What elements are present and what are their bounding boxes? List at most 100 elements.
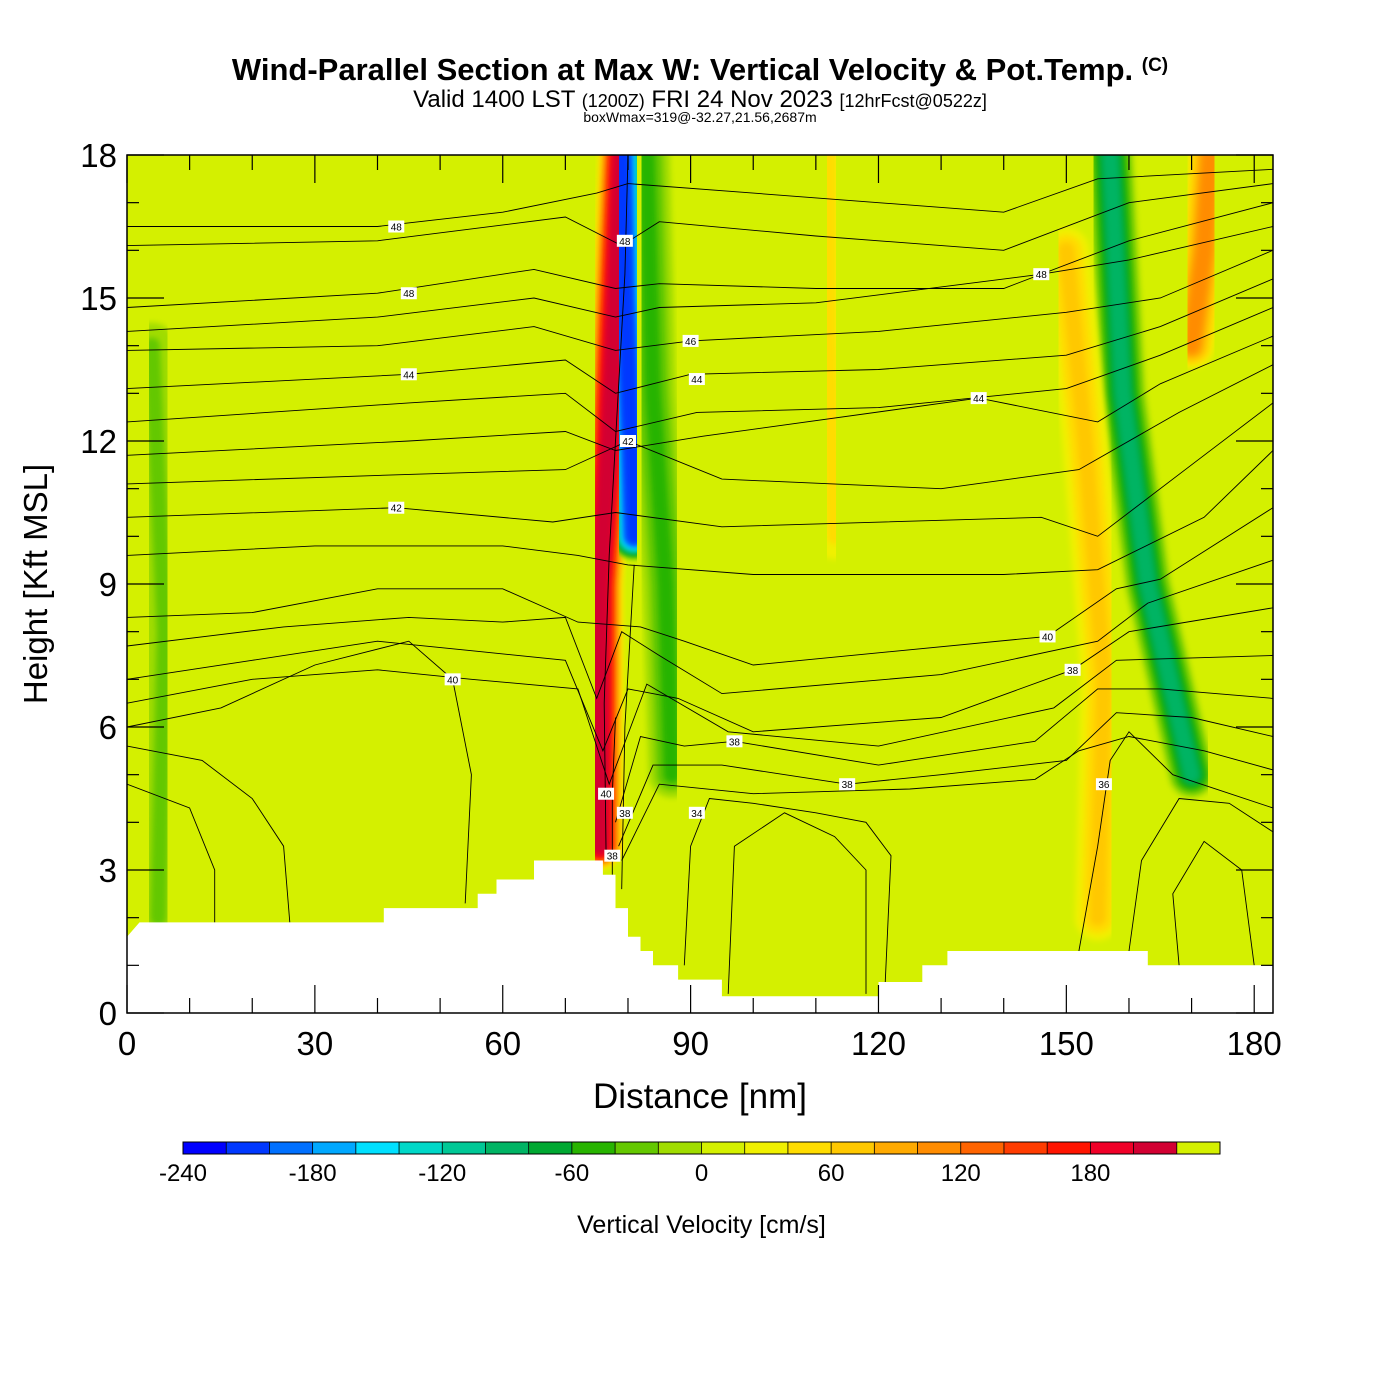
isentrope-label: 44: [973, 394, 985, 405]
isentrope-label: 40: [601, 790, 613, 801]
colorbar-swatch: [1004, 1142, 1048, 1154]
valid-time: Valid 1400 LST (1200Z) FRI 24 Nov 2023 […: [0, 86, 1400, 114]
isentrope-line: [127, 226, 1273, 332]
isentrope-line: [603, 155, 629, 856]
x-tick-label: 0: [118, 1025, 136, 1062]
isentrope-line: [127, 183, 1273, 251]
isentrope-line: [618, 712, 1273, 847]
colorbar-swatch: [571, 1142, 616, 1154]
colorbar-swatch: [658, 1142, 702, 1154]
isentrope-label: 38: [607, 852, 619, 863]
x-tick-label: 90: [672, 1025, 709, 1062]
valid-prefix: Valid 1400 LST: [413, 86, 576, 113]
y-tick-label: 18: [80, 137, 117, 174]
isentrope-label-bg: [400, 368, 417, 381]
isentrope-label: 38: [619, 809, 631, 820]
title-tag: (C): [1141, 55, 1169, 76]
colorbar-swatch: [442, 1142, 486, 1154]
isentrope-label-bg: [839, 778, 856, 791]
isentrope-label-bg: [1039, 630, 1056, 643]
isentrope-line: [127, 307, 1273, 432]
isentrope-label-bg: [1033, 268, 1050, 281]
y-tick-label: 12: [80, 423, 117, 460]
w-band-updraft-top-x172: [1183, 155, 1219, 354]
colorbar-swatch: [399, 1142, 443, 1154]
isentrope-line: [127, 202, 1273, 308]
isentrope-label-bg: [688, 806, 705, 819]
colorbar-tick-label: 120: [941, 1160, 981, 1187]
title-main: Wind-Parallel Section at Max W: Vertical…: [231, 52, 1134, 87]
colorbar-swatch: [1176, 1142, 1221, 1154]
colorbar-swatch: [1133, 1142, 1178, 1154]
isentrope-label-bg: [619, 435, 636, 447]
isentrope-line: [127, 450, 1273, 575]
w-band-downdraft-column-x80: [613, 155, 643, 545]
valid-utc: (1200Z): [581, 91, 645, 111]
chart-title: Wind-Parallel Section at Max W: Vertical…: [0, 52, 1400, 88]
isentrope-line: [127, 783, 216, 923]
isentrope-line: [127, 402, 1273, 537]
colorbar-swatch: [528, 1142, 573, 1154]
colorbar-label: Vertical Velocity [cm/s]: [577, 1211, 826, 1239]
isentrope-label: 42: [622, 437, 634, 448]
colorbar-swatch: [960, 1142, 1005, 1154]
isentrope-line: [127, 335, 1273, 456]
y-tick-label: 3: [99, 852, 117, 889]
colorbar-tick-label: -120: [418, 1160, 466, 1187]
isentrope-label-bg: [1095, 778, 1112, 791]
y-tick-label: 6: [99, 709, 117, 746]
isentrope-label-bg: [616, 806, 633, 819]
isentrope-line: [621, 564, 635, 890]
isentrope-label-bg: [970, 392, 987, 405]
y-tick-label: 9: [99, 566, 117, 603]
colorbar-swatch: [485, 1142, 530, 1154]
isentrope-labels: 48 48 48 48 46 44 44 44 42 42 40 38 38 38 40 38 38 34 36 40: [388, 220, 1112, 863]
isentrope-label-bg: [616, 234, 633, 247]
colorbar-tick-label: 180: [1070, 1160, 1110, 1187]
isentrope-line: [127, 364, 1273, 490]
isentrope-label: 38: [842, 780, 854, 791]
colorbar-swatch: [917, 1142, 962, 1154]
isentrope-label: 40: [447, 675, 459, 686]
isentrope-label: 38: [729, 737, 741, 748]
y-tick-label: 15: [80, 280, 117, 317]
isentrope-label-bg: [388, 501, 405, 514]
colorbar-swatch: [269, 1142, 313, 1154]
colorbar-swatch: [831, 1142, 875, 1154]
isentrope-line: [621, 736, 1273, 861]
x-axis-label: Distance [nm]: [593, 1077, 807, 1116]
colorbar-swatch: [226, 1142, 270, 1154]
box-wmax: boxWmax=319@-32.27,21.56,2687m: [583, 109, 817, 125]
colorbar-swatch: [183, 1142, 227, 1154]
colorbar-swatch: [701, 1142, 746, 1154]
isentrope-label: 44: [691, 375, 703, 386]
colorbar-swatch: [874, 1142, 918, 1154]
valid-date: FRI 24 Nov 2023: [651, 86, 833, 113]
isentrope-label: 48: [391, 223, 403, 234]
isentrope-label: 46: [685, 337, 697, 348]
isentrope-label: 34: [691, 809, 703, 820]
isentrope-line: [127, 507, 1273, 666]
x-tick-label: 120: [851, 1025, 906, 1062]
w-band-updraft-column-x112: [820, 155, 843, 545]
isentrope-label: 38: [1067, 666, 1079, 677]
isentrope-label: 42: [391, 504, 403, 515]
isentrope-label: 48: [1036, 270, 1048, 281]
colorbar-tick-label: 60: [818, 1160, 845, 1187]
isentrope-label-bg: [598, 787, 615, 800]
isentrope-label: 40: [1042, 632, 1054, 643]
colorbar-swatch: [312, 1142, 357, 1154]
colorbar-tick-label: -240: [159, 1160, 207, 1187]
w-band-downdraft-column-x160: [1102, 155, 1200, 783]
isentrope-label-bg: [400, 287, 417, 300]
colorbar-swatch: [1090, 1142, 1134, 1154]
isentrope-label: 44: [403, 370, 415, 381]
isentrope-label-bg: [688, 373, 705, 386]
colorbar-frame: [182, 1141, 1221, 1155]
isentrope-label-bg: [1064, 663, 1081, 676]
terrain-mask: [127, 860, 1273, 1013]
x-tick-label: 60: [484, 1025, 521, 1062]
isentrope-label: 36: [1098, 780, 1110, 791]
